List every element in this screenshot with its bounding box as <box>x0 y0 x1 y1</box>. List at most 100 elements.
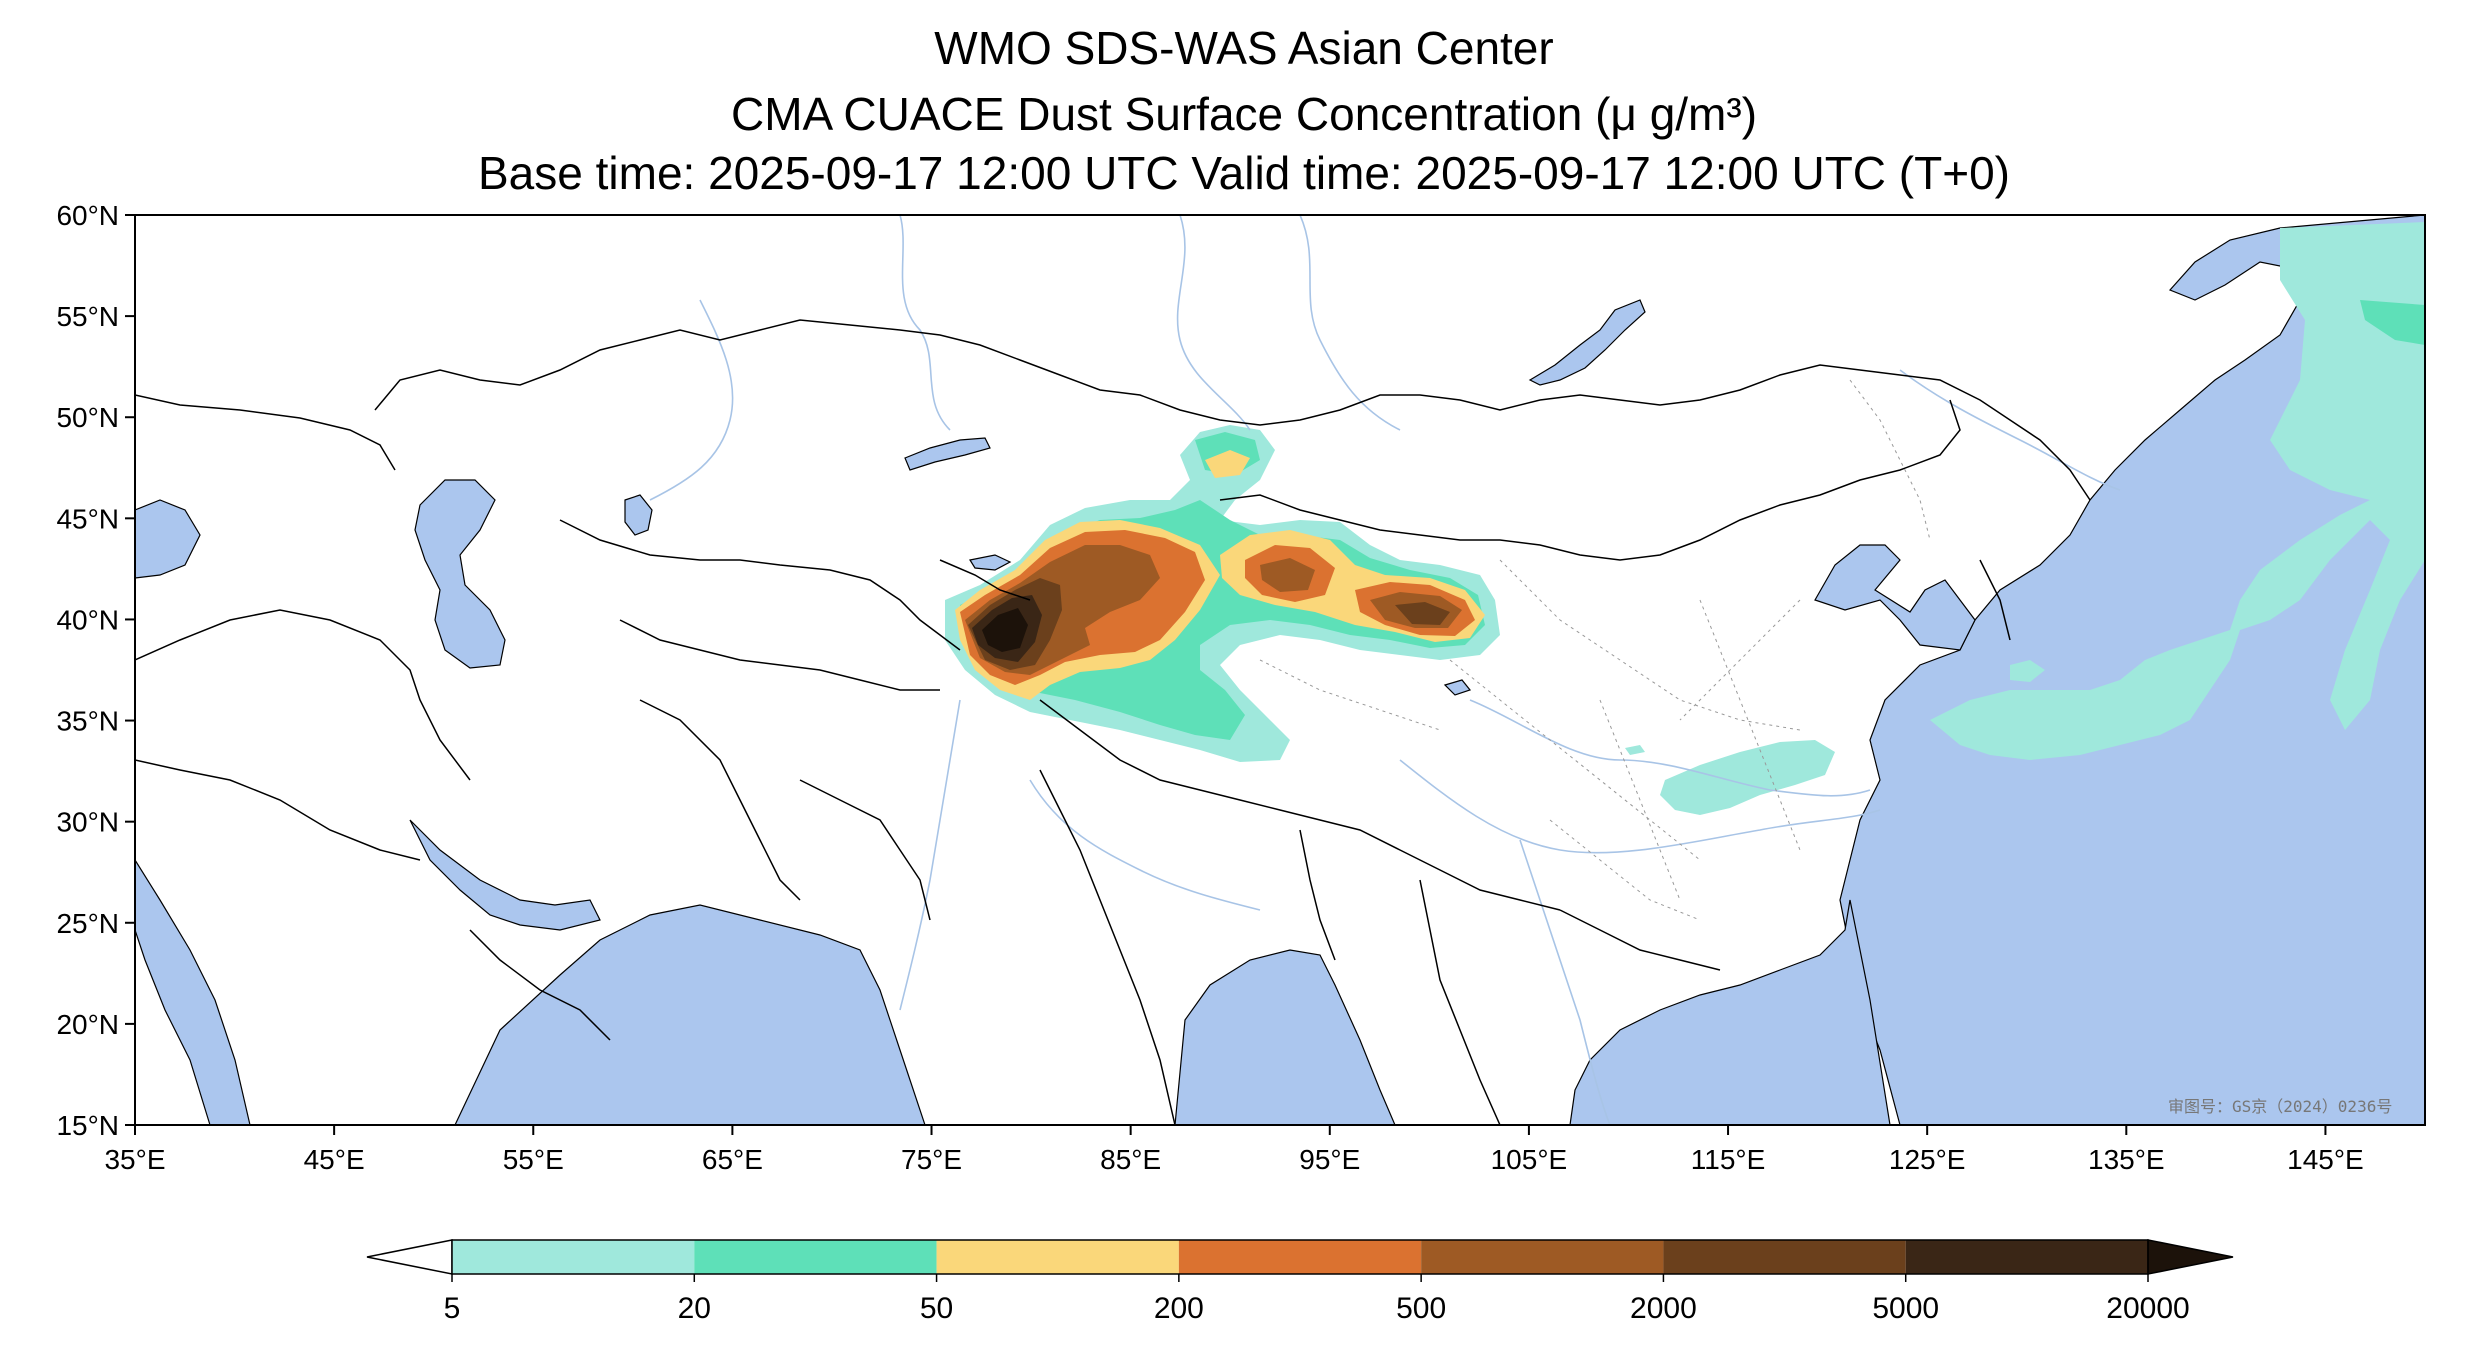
province-border-8 <box>1549 819 1701 921</box>
colorbar-extend-min <box>366 1239 453 1275</box>
lon-tick-label: 115°E <box>1691 1144 1766 1175</box>
lon-tick-label: 85°E <box>1100 1144 1161 1175</box>
lat-tick-label: 55°N <box>56 301 119 332</box>
rivers <box>649 215 2121 1125</box>
colorbar-segment <box>1905 1240 2148 1274</box>
lon-tick-label: 135°E <box>2088 1144 2165 1175</box>
colorbar-segment <box>936 1240 1179 1274</box>
colorbar-segment <box>1421 1240 1664 1274</box>
border-oman <box>469 929 611 1041</box>
border-china-south <box>1039 699 1561 911</box>
river-2 <box>1299 215 1401 431</box>
province-border-4 <box>1599 699 1681 901</box>
issyk-kul <box>969 554 1012 571</box>
province-border-1 <box>1499 559 1801 731</box>
lake-baikal <box>1528 299 1646 386</box>
longitude-ticks: 35°E 45°E 55°E 65°E 75°E 85°E 95°E 105°E 115°E 12… <box>104 1125 2364 1175</box>
yellow-sea <box>1814 544 1976 651</box>
province-border-2 <box>1449 659 1701 861</box>
river-4 <box>649 299 734 501</box>
lon-tick-label: 35°E <box>104 1144 165 1175</box>
caspian-sea <box>414 479 506 669</box>
colorbar-label: 2000 <box>1630 1292 1697 1325</box>
lat-tick-label: 30°N <box>56 807 119 838</box>
border-korea <box>1979 559 2011 641</box>
bay-of-bengal <box>1174 949 1396 1125</box>
lat-tick-label: 15°N <box>56 1110 119 1141</box>
lat-tick-label: 60°N <box>56 200 119 231</box>
lat-tick-label: 20°N <box>56 1009 119 1040</box>
lake-balkhash <box>904 437 991 471</box>
colorbar-label: 200 <box>1154 1292 1204 1325</box>
colorbar-label: 5 <box>444 1292 461 1325</box>
river-mekong <box>1519 839 1611 1125</box>
province-border-7 <box>1679 599 1801 721</box>
border-india-west <box>1039 769 1176 1125</box>
border-russia-west <box>135 394 396 471</box>
province-borders <box>1259 379 1931 921</box>
dust-fields <box>945 222 2425 815</box>
colorbar-label: 20000 <box>2106 1292 2189 1325</box>
dust-field-korea-patch <box>2010 660 2045 682</box>
lat-tick-label: 50°N <box>56 402 119 433</box>
river-yellow <box>1469 699 1871 797</box>
colorbar-segment <box>694 1240 937 1274</box>
colorbar-segment <box>1178 1240 1422 1274</box>
river-yangtze <box>1399 759 1881 854</box>
title-line-1: WMO SDS-WAS Asian Center <box>934 22 1554 74</box>
black-sea <box>135 499 201 579</box>
border-iran-afghanistan <box>639 699 801 901</box>
dust-field-level-2000-badain <box>1395 602 1450 625</box>
border-kyrgyzstan <box>939 559 1031 601</box>
border-russia-south <box>374 319 2091 501</box>
river-3 <box>899 215 951 431</box>
colorbar: 5 20 50 200 500 2000 5000 20000 <box>366 1239 2234 1325</box>
border-iran-iraq <box>135 609 471 781</box>
river-1 <box>1176 215 1251 431</box>
border-saudi-north <box>135 759 421 861</box>
colorbar-label: 20 <box>678 1292 711 1325</box>
border-turkmenistan <box>619 619 940 691</box>
title-line-2: CMA CUACE Dust Surface Concentration (μ … <box>730 88 1758 140</box>
river-ganges <box>1029 779 1261 911</box>
province-border-3 <box>1699 599 1801 851</box>
lat-tick-label: 45°N <box>56 503 119 534</box>
aral-sea <box>624 494 653 536</box>
map-approval-stamp: 审图号：GS京（2024）0236号 <box>2168 1097 2392 1116</box>
lon-tick-label: 145°E <box>2287 1144 2364 1175</box>
dust-field-level-500-hami <box>1260 558 1315 592</box>
border-bangladesh <box>1299 829 1336 961</box>
colorbar-label: 5000 <box>1872 1292 1939 1325</box>
colorbar-extend-max <box>2147 1239 2234 1275</box>
title-line-3: Base time: 2025-09-17 12:00 UTC Valid ti… <box>478 147 2010 199</box>
border-china-vietnam <box>1559 909 1721 971</box>
lon-tick-label: 95°E <box>1299 1144 1360 1175</box>
map-area: 审图号：GS京（2024）0236号 <box>135 215 2425 1125</box>
dust-field-level-50-north <box>1205 450 1250 478</box>
river-amur <box>1899 369 2121 491</box>
lon-tick-label: 55°E <box>503 1144 564 1175</box>
border-china-mongolia <box>1219 399 1961 561</box>
lon-tick-label: 105°E <box>1491 1144 1568 1175</box>
colorbar-label: 500 <box>1396 1292 1446 1325</box>
dust-field-central-china <box>1660 740 1835 815</box>
qinghai-lake <box>1443 679 1472 696</box>
lat-tick-label: 35°N <box>56 706 119 737</box>
border-central-asia <box>559 519 961 651</box>
colorbar-frame <box>451 1239 2149 1275</box>
dust-field-pacific-low <box>1930 222 2425 760</box>
south-china-sea <box>1569 899 1891 1125</box>
country-borders <box>135 319 2091 1125</box>
colorbar-segment <box>452 1240 695 1274</box>
lat-tick-label: 40°N <box>56 604 119 635</box>
latitude-ticks: 60°N 55°N 50°N 45°N 40°N 35°N 30°N 25°N 20°N 15°N <box>56 200 135 1141</box>
lat-tick-label: 25°N <box>56 908 119 939</box>
colorbar-label: 50 <box>920 1292 953 1325</box>
dust-field-small-patch <box>1625 745 1645 755</box>
lon-tick-label: 45°E <box>304 1144 365 1175</box>
arabian-sea <box>454 904 926 1125</box>
dust-field-pacific-mid <box>2360 300 2425 345</box>
colorbar-segment <box>1663 1240 1906 1274</box>
border-pakistan <box>799 779 931 921</box>
